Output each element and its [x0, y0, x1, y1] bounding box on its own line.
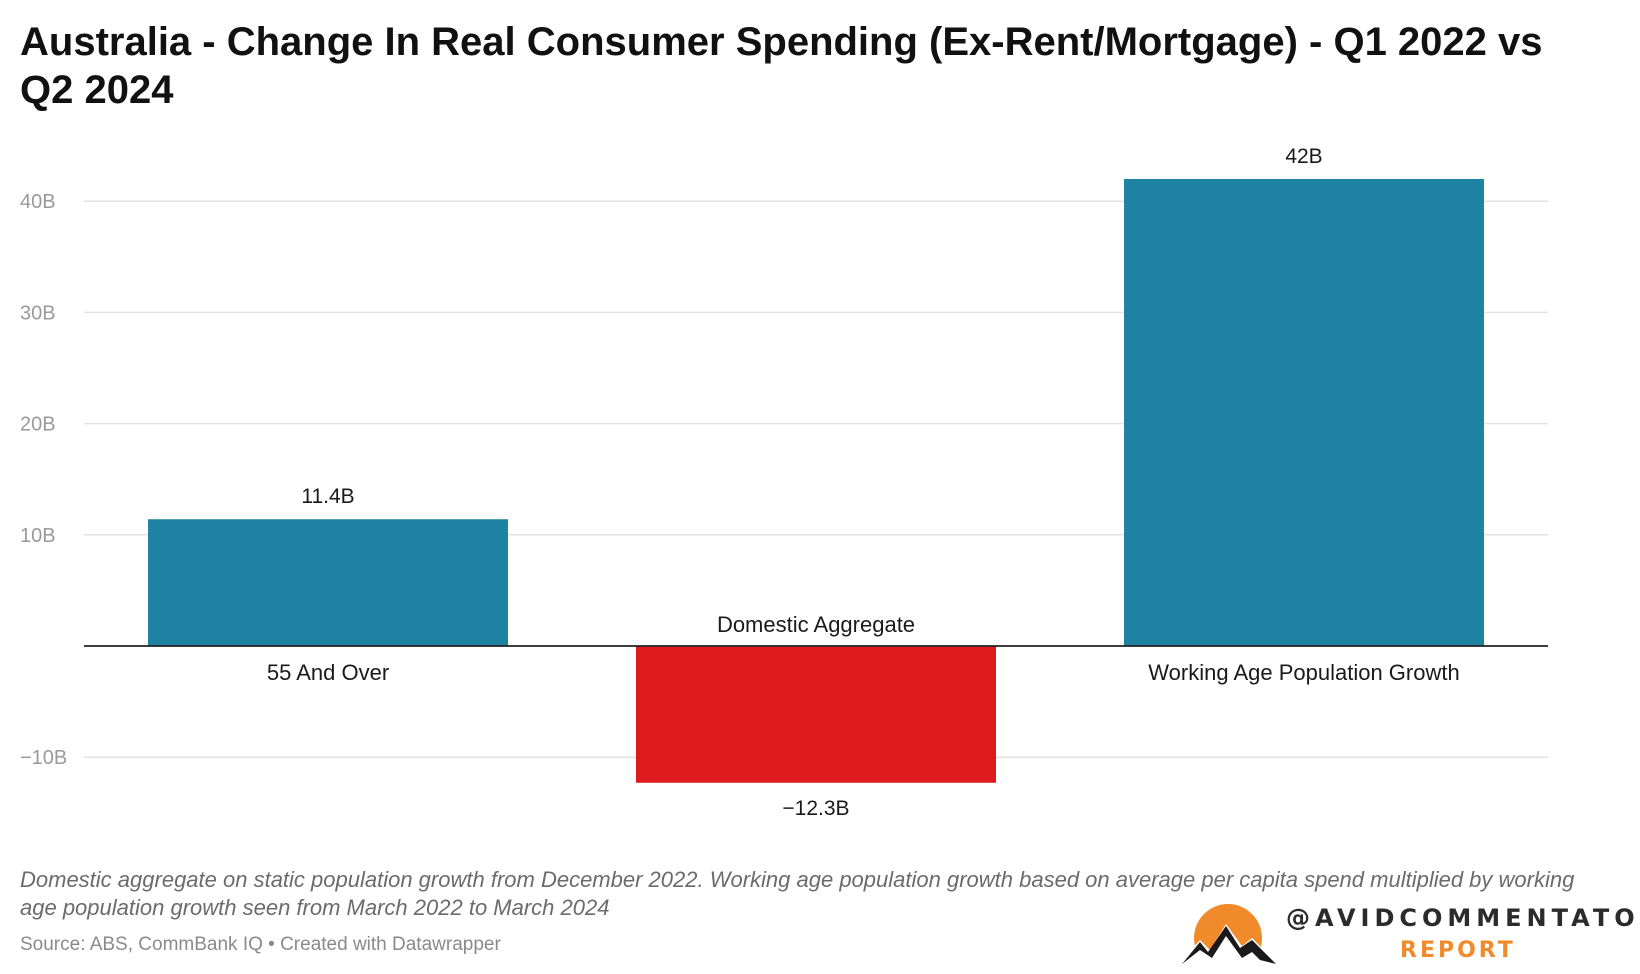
y-tick-label: 30B: [20, 302, 56, 324]
value-label: 42B: [1285, 145, 1322, 168]
bar: [148, 519, 508, 646]
chart-source: Source: ABS, CommBank IQ • Created with …: [20, 934, 501, 955]
brand-subtitle: REPORT: [1400, 938, 1516, 963]
brand-name: @AVIDCOMMENTATOR: [1286, 904, 1640, 932]
y-tick-label: 40B: [20, 191, 56, 213]
bar: [1124, 178, 1484, 646]
bar: [636, 646, 996, 783]
y-axis-ticks: −10B 10B 20B 30B 40B: [20, 191, 67, 769]
y-tick-label: 10B: [20, 525, 56, 547]
value-labels: 11.4B −12.3B 42B: [301, 145, 1322, 820]
y-tick-label: 20B: [20, 414, 56, 436]
brand-logo: @AVIDCOMMENTATOR REPORT: [1180, 896, 1640, 974]
category-label: 55 And Over: [267, 660, 389, 685]
category-label: Domestic Aggregate: [717, 612, 915, 637]
category-label: Working Age Population Growth: [1148, 660, 1459, 685]
value-label: −12.3B: [782, 797, 849, 820]
chart-title: Australia - Change In Real Consumer Spen…: [20, 20, 1543, 112]
category-labels: 55 And Over Domestic Aggregate Working Age…: [267, 612, 1460, 685]
chart-note: Domestic aggregate on static population …: [20, 867, 1575, 920]
y-tick-label: −10B: [20, 747, 67, 769]
mountain-sun-logo-icon: [1180, 904, 1278, 974]
value-label: 11.4B: [301, 485, 354, 508]
bars: [148, 178, 1484, 783]
